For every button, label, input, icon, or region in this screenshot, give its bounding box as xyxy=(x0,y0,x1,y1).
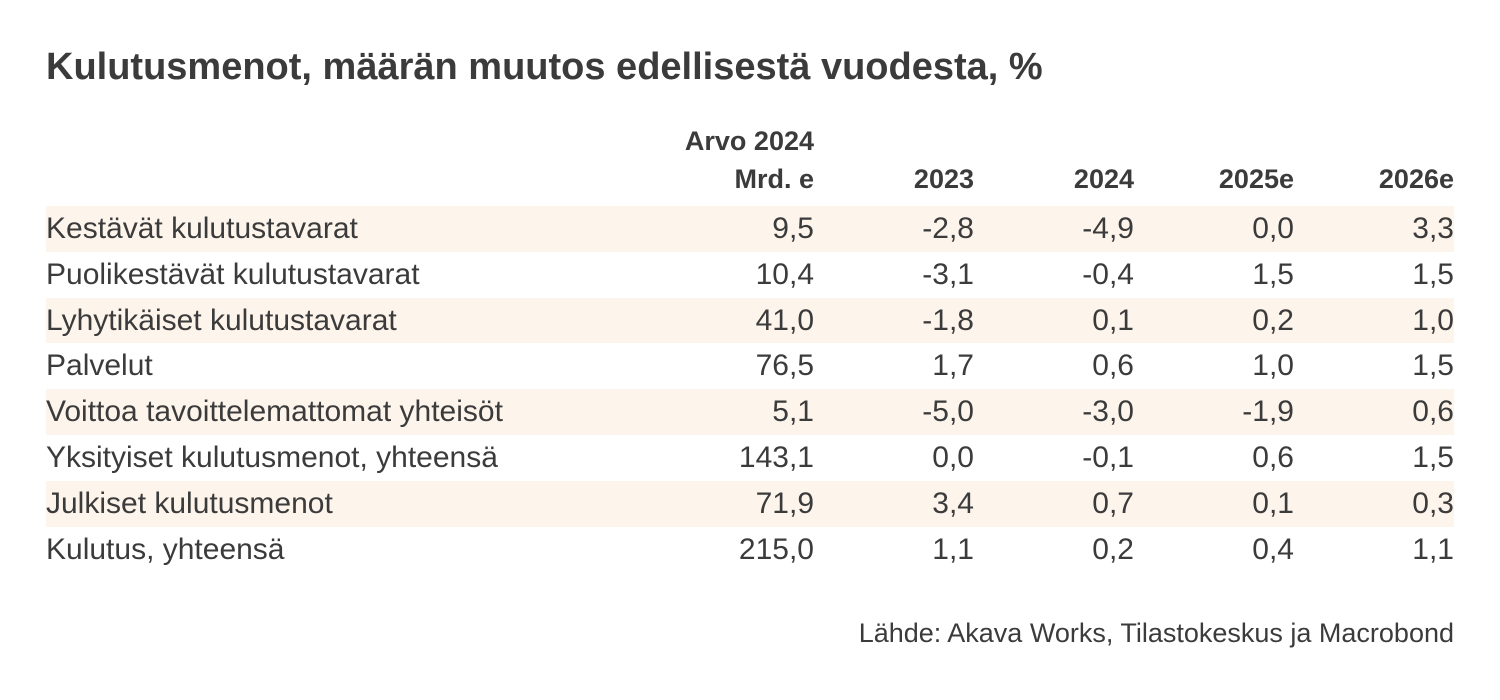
row-value: -1,9 xyxy=(1242,395,1294,429)
header-2023: 2023 xyxy=(913,164,974,194)
page-title: Kulutusmenot, määrän muutos edellisestä … xyxy=(46,46,1043,88)
row-value: -1,8 xyxy=(922,303,974,337)
row-value: 3,3 xyxy=(1412,212,1454,245)
row-value: 76,5 xyxy=(755,349,814,383)
row-value: 0,2 xyxy=(1252,303,1294,337)
row-value: 1,1 xyxy=(932,532,974,566)
row-value: -2,8 xyxy=(922,212,974,245)
row-value: -0,4 xyxy=(1082,257,1134,291)
row-value: 215,0 xyxy=(738,532,814,566)
row-value: -5,0 xyxy=(922,395,974,429)
table-row: Kulutus, yhteensä 215,0 1,1 0,2 0,4 1,1 xyxy=(46,527,1454,573)
row-value: 0,3 xyxy=(1412,486,1454,520)
row-value: 1,5 xyxy=(1412,440,1454,474)
row-value: 0,6 xyxy=(1252,440,1294,474)
table-row: Yksityiset kulutusmenot, yhteensä 143,1 0,… xyxy=(46,435,1454,481)
table-row: Lyhytikäiset kulutustavarat 41,0 -1,8 0,1 0,… xyxy=(46,297,1454,344)
row-value: 1,5 xyxy=(1412,257,1454,291)
source-note: Lähde: Akava Works, Tilastokeskus ja Mac… xyxy=(858,618,1454,648)
row-value: 0,1 xyxy=(1252,486,1294,520)
header-arvo-line1: Arvo 2024 xyxy=(684,126,814,156)
row-label: Puolikestävät kulutustavarat xyxy=(46,257,420,291)
row-value: 1,5 xyxy=(1412,349,1454,383)
table-row: Palvelut 76,5 1,7 0,6 1,0 1,5 xyxy=(46,343,1454,389)
row-value: 3,4 xyxy=(932,486,974,520)
row-label: Julkiset kulutusmenot xyxy=(46,486,333,520)
row-value: 10,4 xyxy=(755,257,814,291)
row-value: -4,9 xyxy=(1082,212,1134,245)
row-label: Lyhytikäiset kulutustavarat xyxy=(46,303,397,337)
table-row: Julkiset kulutusmenot 71,9 3,4 0,7 0,1 0,3 xyxy=(46,480,1454,527)
row-value: 71,9 xyxy=(755,486,814,520)
data-table: Arvo 2024 Mrd. e 2023 2024 2025e 2026e K… xyxy=(46,126,1454,572)
row-value: 0,7 xyxy=(1092,486,1134,520)
row-value: 0,0 xyxy=(932,440,974,474)
row-value: 1,0 xyxy=(1412,303,1454,337)
row-value: 0,0 xyxy=(1252,212,1294,245)
row-value: 0,4 xyxy=(1252,532,1294,566)
table-header: Arvo 2024 Mrd. e 2023 2024 2025e 2026e xyxy=(46,126,1454,206)
row-value: -3,1 xyxy=(922,257,974,291)
row-value: 9,5 xyxy=(772,212,814,245)
header-2025e: 2025e xyxy=(1218,164,1294,194)
row-label: Voittoa tavoittelemattomat yhteisöt xyxy=(46,395,503,429)
row-value: 1,7 xyxy=(932,349,974,383)
row-value: 1,1 xyxy=(1412,532,1454,566)
row-label: Kestävät kulutustavarat xyxy=(46,212,358,245)
row-value: 0,2 xyxy=(1092,532,1134,566)
row-label: Palvelut xyxy=(46,349,153,383)
table-row: Voittoa tavoittelemattomat yhteisöt 5,1 -5… xyxy=(46,389,1454,435)
row-value: 0,1 xyxy=(1092,303,1134,337)
row-value: -3,0 xyxy=(1082,395,1134,429)
header-arvo-line2: Mrd. e xyxy=(734,164,814,194)
row-value: 0,6 xyxy=(1412,395,1454,429)
row-value: -0,1 xyxy=(1082,440,1134,474)
table-body: Kestävät kulutustavarat 9,5 -2,8 -4,9 0,0 3,3… xyxy=(46,206,1454,572)
header-2026e: 2026e xyxy=(1378,164,1454,194)
row-value: 1,5 xyxy=(1252,257,1294,291)
row-value: 1,0 xyxy=(1252,349,1294,383)
header-arvo-2024: Arvo 2024 Mrd. e xyxy=(614,122,814,198)
row-value: 41,0 xyxy=(755,303,814,337)
row-value: 0,6 xyxy=(1092,349,1134,383)
row-label: Yksityiset kulutusmenot, yhteensä xyxy=(46,440,498,474)
row-label: Kulutus, yhteensä xyxy=(46,532,285,566)
table-row: Kestävät kulutustavarat 9,5 -2,8 -4,9 0,0 3,3 xyxy=(46,206,1454,252)
row-value: 143,1 xyxy=(738,440,814,474)
header-2024: 2024 xyxy=(1073,164,1134,194)
row-value: 5,1 xyxy=(772,395,814,429)
table-row: Puolikestävät kulutustavarat 10,4 -3,1 -0,4… xyxy=(46,252,1454,298)
